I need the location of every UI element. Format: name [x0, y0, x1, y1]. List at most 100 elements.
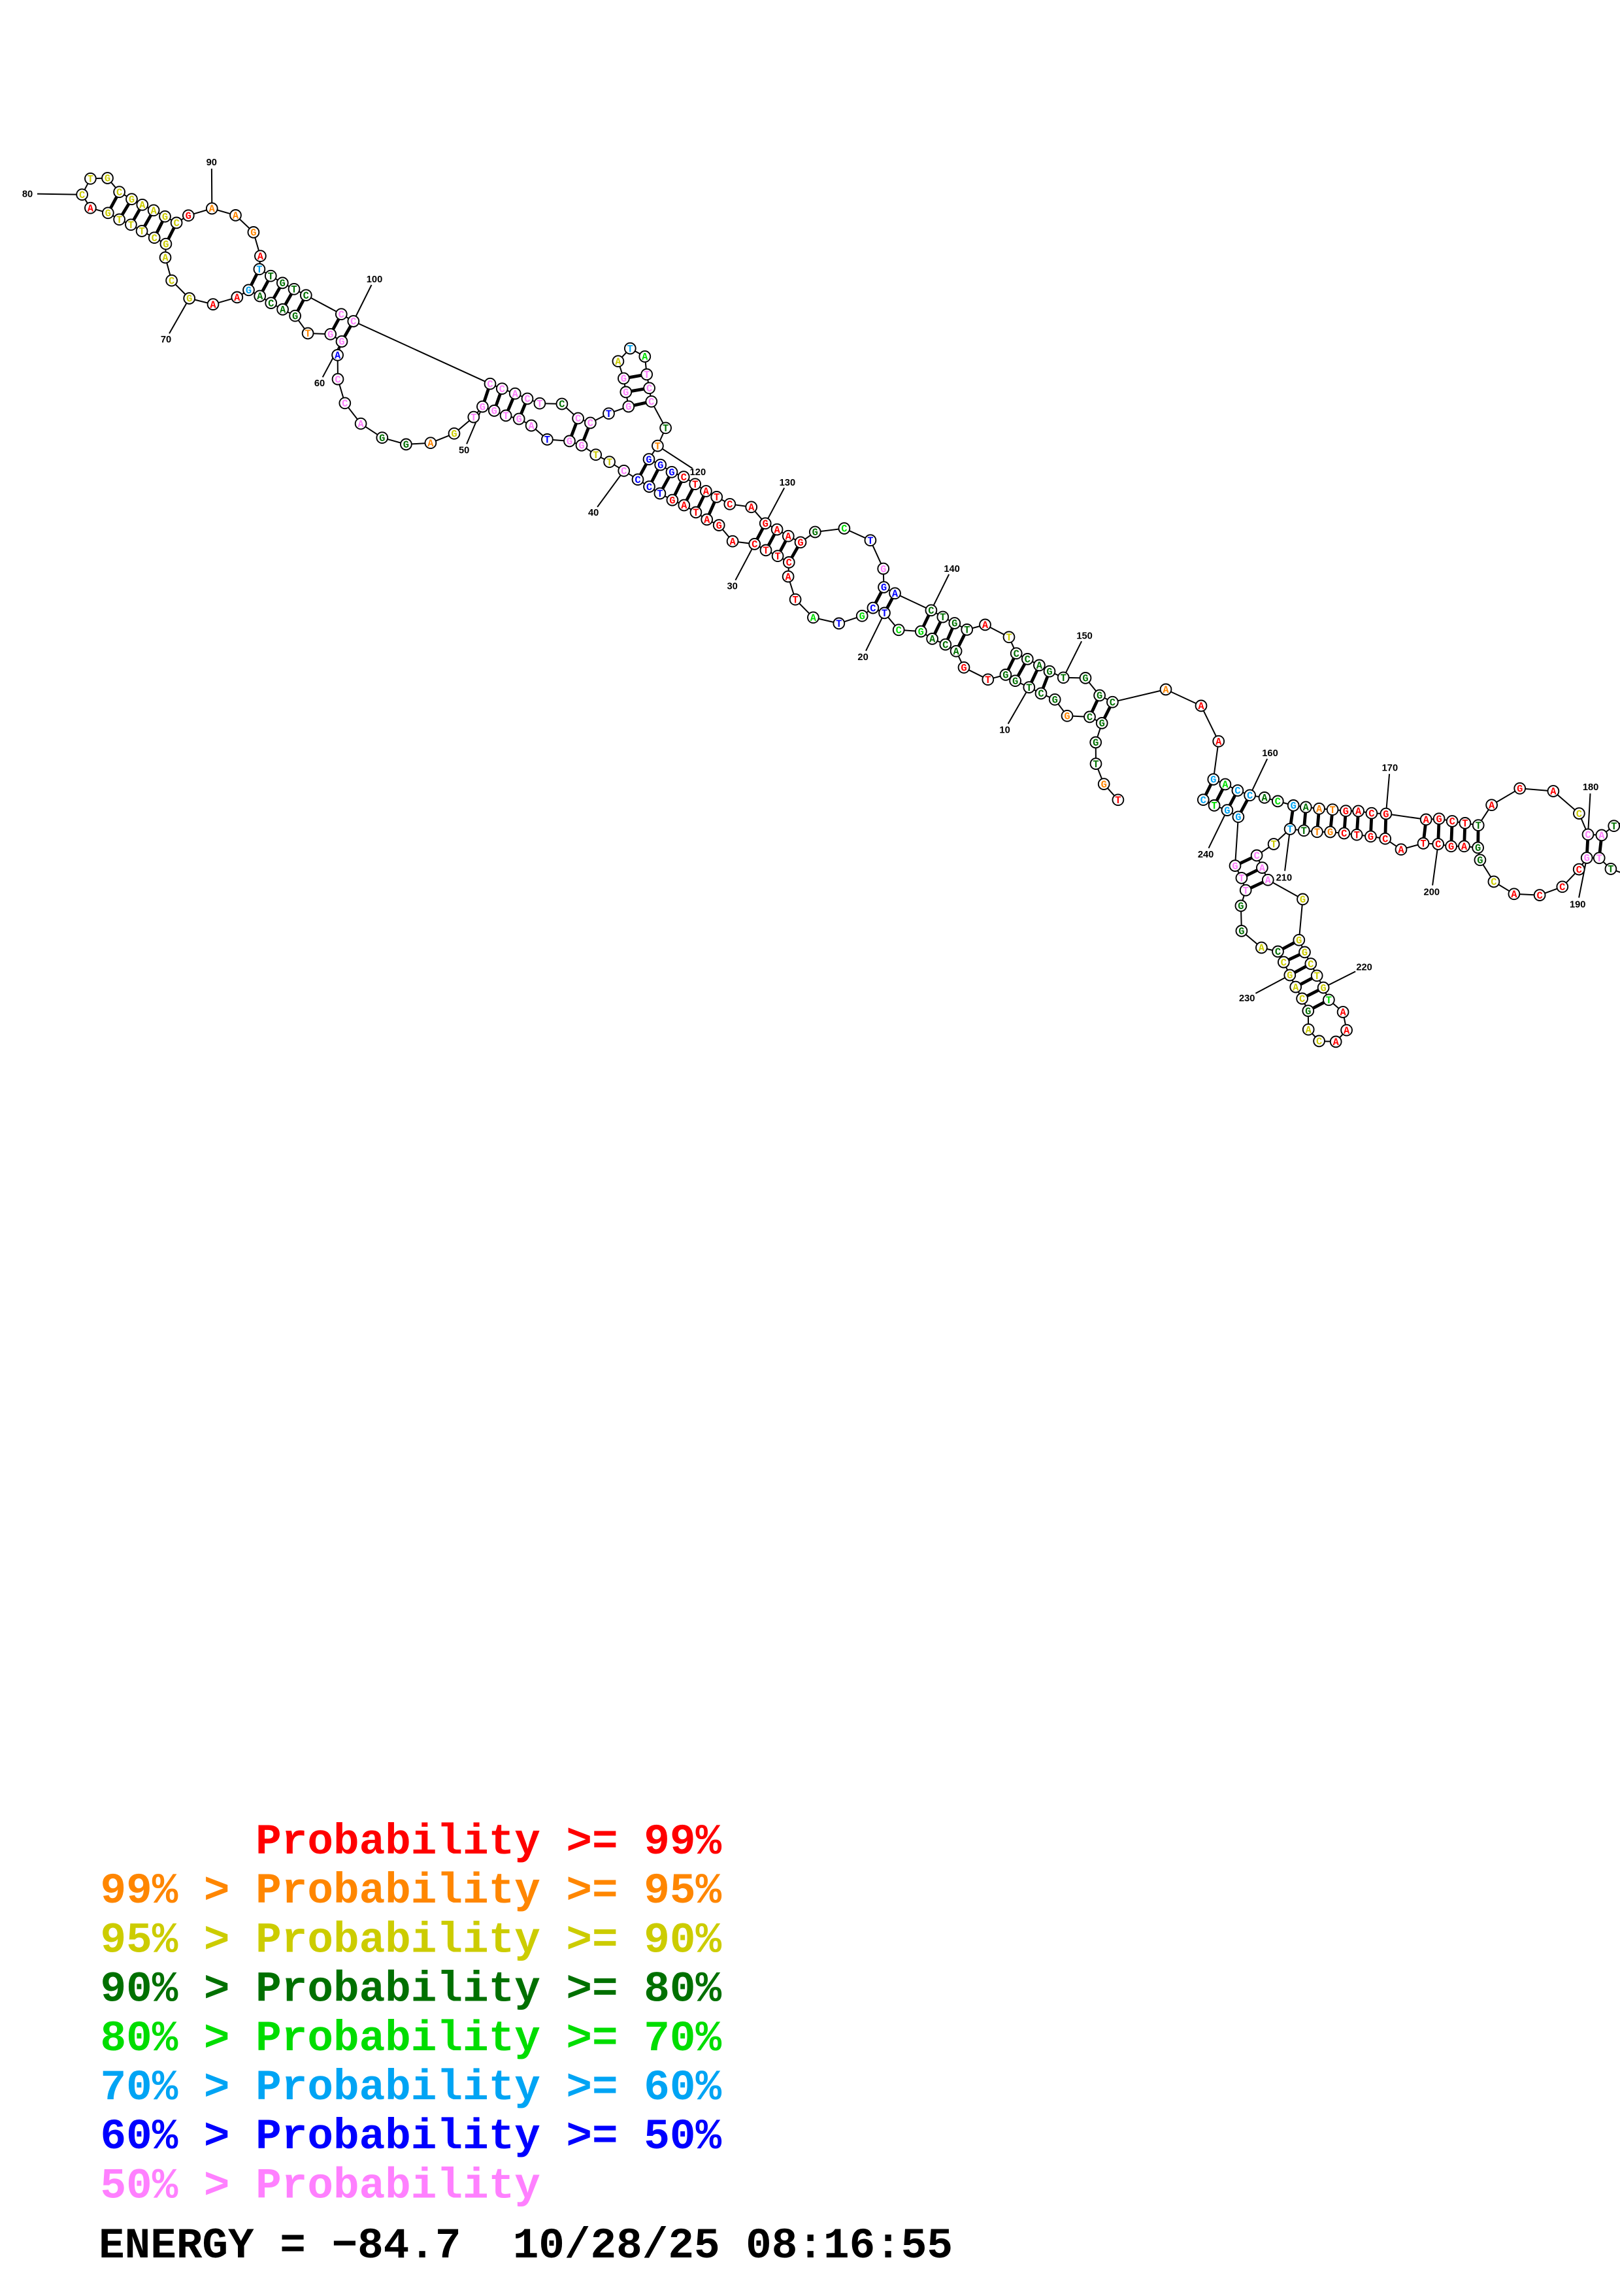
svg-text:G: G	[881, 582, 887, 594]
svg-text:G: G	[951, 618, 957, 630]
svg-text:G: G	[339, 337, 344, 348]
svg-text:A: A	[233, 210, 239, 222]
svg-text:T: T	[1608, 864, 1613, 876]
svg-text:G: G	[280, 278, 286, 290]
svg-text:G: G	[1052, 695, 1058, 707]
svg-text:G: G	[646, 454, 652, 466]
svg-text:C: C	[1014, 648, 1019, 660]
svg-text:G: G	[763, 518, 769, 530]
svg-text:G: G	[186, 293, 192, 305]
svg-text:T: T	[882, 608, 887, 620]
svg-text:C: C	[268, 298, 274, 310]
svg-text:G: G	[1436, 814, 1442, 825]
svg-text:120: 120	[690, 467, 706, 478]
svg-text:G: G	[1097, 690, 1102, 702]
svg-text:G: G	[1517, 784, 1523, 795]
svg-text:G: G	[1046, 666, 1052, 678]
svg-text:A: A	[1598, 830, 1605, 842]
svg-text:A: A	[1036, 660, 1043, 672]
svg-text:50: 50	[459, 446, 469, 456]
svg-text:A: A	[1461, 841, 1468, 853]
svg-text:G: G	[163, 239, 169, 250]
svg-text:T: T	[663, 423, 669, 435]
svg-text:160: 160	[1262, 748, 1278, 759]
svg-text:G: G	[657, 459, 663, 471]
svg-text:G: G	[1238, 926, 1244, 938]
svg-text:T: T	[606, 408, 612, 420]
svg-text:G: G	[403, 439, 409, 451]
svg-text:G: G	[1343, 806, 1349, 818]
svg-text:140: 140	[944, 564, 960, 574]
svg-text:C: C	[1341, 828, 1347, 840]
svg-text:150: 150	[1076, 631, 1093, 641]
svg-text:99% > Probability >= 95%: 99% > Probability >= 95%	[101, 1867, 722, 1916]
svg-text:C: C	[1382, 833, 1388, 845]
svg-text:T: T	[1462, 818, 1468, 830]
svg-text:A: A	[729, 536, 736, 548]
svg-text:G: G	[880, 563, 886, 575]
svg-text:C: C	[928, 605, 934, 617]
svg-text:A: A	[88, 203, 94, 214]
svg-text:T: T	[1326, 995, 1332, 1007]
svg-text:T: T	[714, 492, 719, 504]
svg-text:G: G	[623, 387, 629, 399]
svg-text:G: G	[567, 436, 572, 448]
svg-text:G: G	[918, 626, 924, 638]
svg-text:T: T	[1006, 632, 1012, 644]
svg-text:T: T	[291, 284, 297, 296]
svg-text:T: T	[867, 535, 873, 547]
svg-text:C: C	[1025, 654, 1031, 666]
svg-text:A: A	[150, 205, 157, 217]
svg-text:240: 240	[1198, 850, 1214, 860]
svg-text:C: C	[339, 309, 344, 321]
svg-text:C: C	[646, 383, 652, 395]
svg-text:A: A	[929, 634, 936, 646]
svg-text:G: G	[129, 194, 135, 206]
svg-text:G: G	[1101, 779, 1107, 791]
svg-text:T: T	[1596, 853, 1602, 865]
svg-text:C: C	[1038, 688, 1044, 700]
svg-text:G: G	[1477, 855, 1483, 867]
svg-text:C: C	[173, 218, 179, 229]
svg-text:C: C	[727, 499, 733, 511]
svg-text:C: C	[1536, 890, 1542, 902]
svg-text:A: A	[1198, 701, 1204, 712]
svg-text:A: A	[1333, 1037, 1340, 1048]
svg-text:A: A	[139, 200, 146, 212]
svg-text:ENERGY = −84.7 10/28/25 08:16: ENERGY = −84.7 10/28/25 08:16:55	[99, 2221, 953, 2271]
svg-text:T: T	[139, 226, 144, 238]
svg-text:170: 170	[1382, 763, 1398, 773]
svg-text:T: T	[1287, 824, 1293, 836]
svg-text:A: A	[748, 502, 755, 514]
svg-text:G: G	[1327, 827, 1333, 839]
svg-text:T: T	[268, 271, 274, 282]
svg-text:C: C	[1449, 816, 1455, 828]
svg-text:G: G	[1475, 842, 1481, 854]
svg-text:C: C	[116, 187, 122, 199]
svg-text:A: A	[1259, 863, 1266, 874]
svg-text:T: T	[1329, 805, 1335, 816]
svg-text:200: 200	[1424, 888, 1440, 898]
svg-text:A: A	[1344, 1025, 1350, 1037]
svg-text:T: T	[1611, 821, 1617, 833]
svg-text:T: T	[1115, 795, 1121, 807]
svg-text:C: C	[841, 524, 847, 535]
svg-text:A: A	[1163, 684, 1169, 696]
svg-text:T: T	[1314, 827, 1320, 839]
svg-text:T: T	[128, 220, 134, 231]
svg-text:T: T	[763, 545, 769, 557]
svg-text:A: A	[953, 646, 959, 658]
svg-text:C: C	[342, 398, 348, 410]
svg-text:C: C	[1110, 697, 1116, 708]
svg-text:G: G	[1064, 711, 1070, 723]
svg-text:G: G	[1448, 841, 1454, 853]
svg-text:C: C	[681, 472, 687, 484]
svg-text:G: G	[797, 537, 803, 549]
svg-text:T: T	[1270, 839, 1276, 851]
svg-text:G: G	[1305, 1006, 1311, 1018]
svg-text:G: G	[516, 414, 522, 425]
svg-text:T: T	[1061, 673, 1066, 684]
svg-text:A: A	[1489, 800, 1495, 812]
svg-text:T: T	[657, 488, 663, 500]
svg-text:80% > Probability >= 70%: 80% > Probability >= 70%	[101, 2014, 722, 2063]
